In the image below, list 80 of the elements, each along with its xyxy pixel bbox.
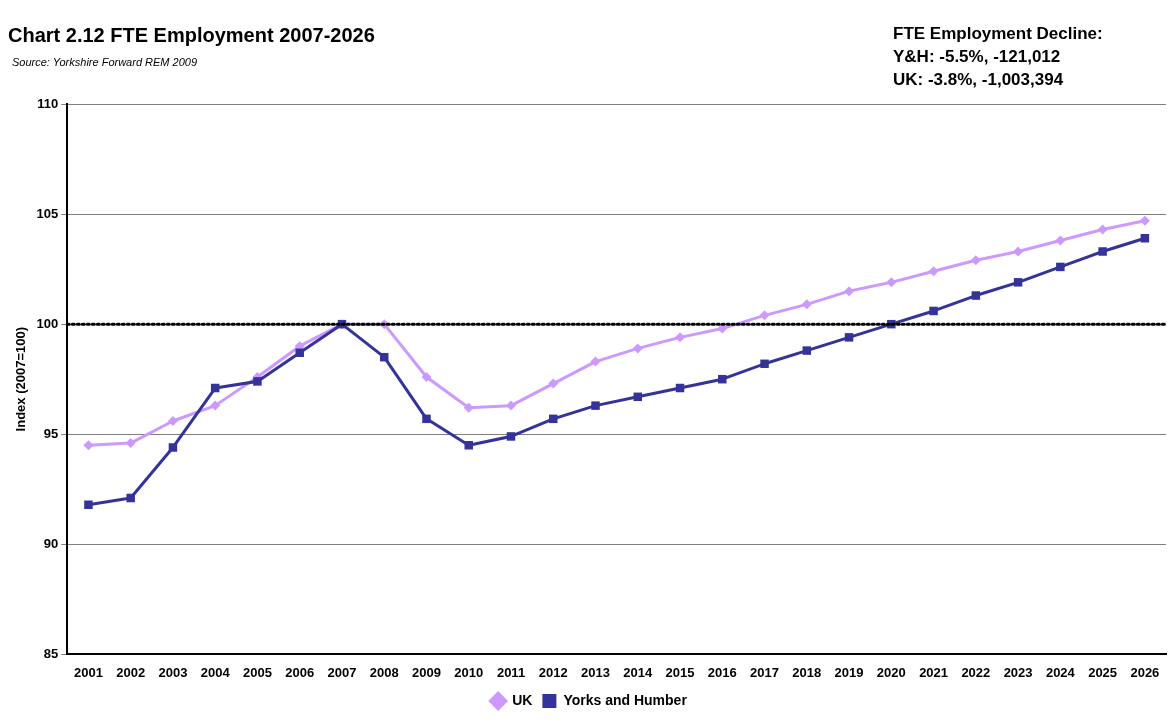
chart-title: Chart 2.12 FTE Employment 2007-2026	[8, 24, 375, 47]
x-tick-label: 2013	[581, 664, 610, 680]
x-tick-label: 2018	[792, 664, 822, 680]
x-tick-label: 2005	[242, 664, 272, 680]
x-tick-label: 2011	[496, 664, 526, 680]
point	[295, 348, 304, 358]
x-tick-label: 2001	[73, 664, 103, 680]
point	[1098, 247, 1107, 256]
point	[168, 443, 178, 452]
legend-label: Yorks and Humber	[563, 691, 688, 708]
point	[1140, 234, 1150, 243]
point	[464, 441, 473, 450]
x-tick-label: 2009	[412, 664, 441, 680]
x-tick-label: 2020	[876, 664, 906, 680]
legend-label: UK	[512, 691, 533, 708]
y-axis-title: Index (2007=100)	[13, 326, 29, 432]
point	[422, 414, 431, 424]
point	[83, 440, 94, 451]
y-tick-label: 85	[43, 645, 59, 661]
x-tick-label: 2004	[200, 664, 231, 680]
point	[675, 332, 686, 343]
point	[1139, 215, 1150, 226]
x-tick-label: 2016	[707, 664, 737, 680]
point	[1055, 235, 1066, 246]
point	[929, 306, 938, 316]
y-tick-label: 90	[43, 535, 59, 551]
x-tick-label: 2026	[1130, 664, 1160, 680]
x-tick-label: 2017	[750, 664, 780, 680]
x-tick-label: 2025	[1088, 664, 1118, 680]
point	[886, 277, 897, 288]
source-note: Source: Yorkshire Forward REM 2009	[12, 56, 198, 68]
text: UK: -3.8%, -1,003,394	[893, 69, 1065, 91]
point	[759, 310, 770, 321]
x-tick-label: 2008	[369, 664, 399, 680]
x-tick-label: 2003	[158, 664, 188, 680]
y-tick-label: 100	[36, 315, 59, 331]
point	[210, 400, 221, 411]
point	[591, 401, 600, 410]
point	[801, 299, 812, 310]
x-tick-label: 2015	[665, 664, 695, 680]
x-tick-label: 2007	[327, 664, 357, 680]
x-tick-label: 2014	[623, 664, 653, 680]
x-tick-label: 2019	[834, 664, 864, 680]
y-tick-label: 110	[37, 95, 59, 111]
x-tick-label: 2010	[454, 664, 484, 680]
point	[1097, 224, 1108, 235]
point	[590, 356, 601, 367]
x-tick-label: 2022	[961, 664, 991, 680]
point	[971, 291, 981, 300]
y-tick-label: 95	[43, 425, 59, 441]
x-tick-label: 2024	[1045, 664, 1076, 680]
point	[463, 402, 474, 413]
point	[844, 333, 854, 342]
x-tick-label: 2023	[1003, 664, 1033, 680]
x-tick-label: 2006	[285, 664, 315, 680]
point	[718, 374, 727, 384]
point	[506, 400, 516, 411]
x-tick-label: 2012	[538, 664, 568, 680]
point	[1013, 246, 1024, 257]
point	[844, 286, 855, 297]
point	[167, 416, 178, 427]
point	[549, 414, 558, 424]
x-tick-label: 2021	[919, 664, 949, 680]
point	[548, 378, 559, 389]
point	[506, 432, 516, 441]
point	[126, 493, 135, 503]
y-tick-label: 105	[36, 205, 59, 221]
point	[421, 372, 432, 382]
point	[928, 266, 939, 277]
point	[1056, 262, 1065, 272]
point	[1013, 278, 1023, 287]
point	[253, 377, 262, 386]
text: FTE Employment Decline:	[893, 23, 1103, 45]
text: Y&H: -5.5%, -121,012	[893, 46, 1062, 68]
point	[970, 255, 981, 266]
point	[632, 343, 643, 354]
point	[802, 346, 812, 355]
x-tick-label: 2002	[116, 664, 146, 680]
point	[760, 359, 769, 369]
point	[84, 500, 93, 509]
